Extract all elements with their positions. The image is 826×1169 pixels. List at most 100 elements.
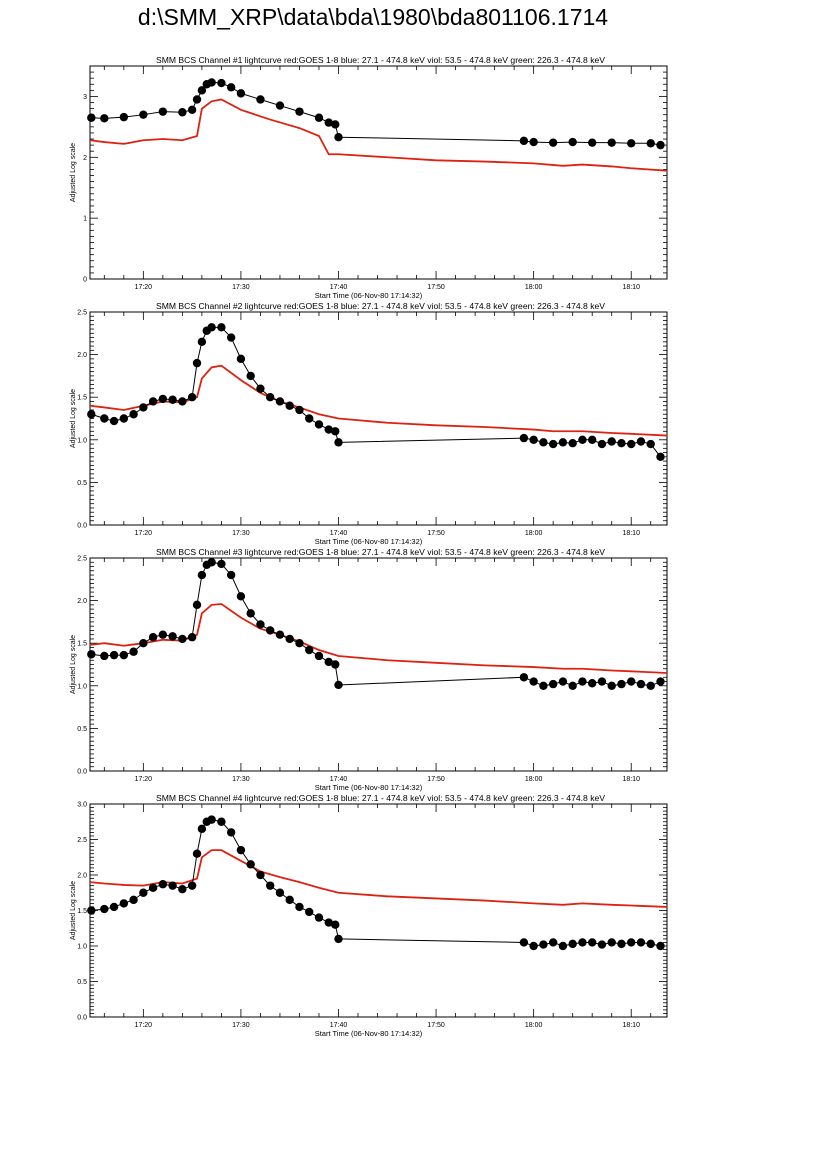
bcs-data-point [617,439,626,448]
bcs-data-point [587,938,597,947]
bcs-data-point [636,938,646,947]
bcs-data-point [656,941,665,951]
bcs-data-point [197,570,207,580]
bcs-data-point [314,113,324,122]
bcs-data-point [558,941,568,951]
x-tick-label: 17:20 [135,530,153,537]
bcs-data-point [617,939,626,949]
bcs-data-point [139,639,148,648]
bcs-data-point [192,849,202,858]
bcs-data-point [636,679,646,689]
bcs-data-point [314,420,324,429]
panel-title: SMM BCS Channel #1 lightcurve red:GOES 1… [156,55,605,65]
y-tick-label: 1.0 [77,683,87,690]
bcs-data-point [646,139,655,148]
bcs-data-point [548,938,558,947]
x-tick-label: 17:30 [232,776,250,783]
bcs-data-point [529,435,538,444]
bcs-data-point [656,140,665,150]
bcs-data-point [656,677,665,686]
bcs-data-point [285,895,294,905]
bcs-data-point [295,639,304,648]
bcs-data-point [587,138,597,147]
y-axis-label: Adjusted Log scale [70,143,77,202]
y-tick-label: 0.0 [77,1015,87,1022]
bcs-data-point [158,630,168,639]
bcs-data-point [627,677,636,686]
bcs-data-point [129,410,138,419]
y-tick-label: 0.5 [77,726,87,733]
plot-frame [89,65,668,280]
x-tick-label: 18:00 [525,530,543,537]
bcs-data-point [285,634,294,644]
y-tick-label: 1.0 [77,944,87,951]
bcs-data-point [197,86,207,95]
bcs-data-point [324,425,333,434]
bcs-data-point [100,114,109,123]
y-tick-label: 1.5 [77,908,87,915]
goes-series-line [89,98,668,172]
y-tick-label: 0.0 [77,769,87,776]
bcs-data-point [246,609,255,618]
bcs-data-point [587,679,597,688]
bcs-data-point [100,904,109,914]
bcs-data-point [207,78,216,87]
bcs-data-point [119,650,129,660]
x-tick-label: 18:10 [622,1022,640,1029]
bcs-data-point [529,137,538,147]
bcs-data-point [607,437,616,446]
bcs-data-point [265,393,275,402]
bcs-data-point [597,940,607,949]
y-tick-label: 1.5 [77,641,87,648]
bcs-data-point [568,137,577,147]
bcs-data-point [207,558,216,567]
bcs-data-point [236,89,246,98]
x-tick-label: 18:00 [525,776,543,783]
plot-frame [89,311,668,526]
x-tick-label: 17:50 [427,776,445,783]
bcs-data-point [192,600,202,610]
y-tick-label: 2.0 [77,352,87,359]
bcs-data-point [519,433,529,443]
bcs-data-point [529,941,538,951]
y-tick-label: 3.0 [77,802,87,809]
bcs-data-point [295,405,304,415]
bcs-data-point [331,120,340,129]
bcs-data-point [627,139,636,148]
bcs-data-point [226,333,236,342]
bcs-data-point [275,397,285,406]
bcs-data-point [158,107,168,116]
bcs-data-point [158,880,168,889]
x-tick-label: 18:10 [622,284,640,291]
x-axis-label: Start Time (06-Nov-80 17:14:32) [315,537,423,546]
bcs-data-point [265,626,275,635]
x-tick-label: 18:00 [525,284,543,291]
bcs-data-point [192,95,202,104]
bcs-data-point [178,397,187,406]
y-tick-label: 2 [83,155,87,162]
bcs-data-point [217,559,226,569]
bcs-data-point [324,918,333,927]
bcs-data-point [109,416,119,426]
bcs-data-point [275,101,285,110]
x-tick-label: 17:50 [427,284,445,291]
bcs-series-line [91,326,661,458]
y-tick-label: 2.0 [77,598,87,605]
bcs-data-point [558,438,568,447]
bcs-data-point [324,657,333,667]
bcs-data-point [217,78,226,88]
x-axis-label: Start Time (06-Nov-80 17:14:32) [315,783,423,792]
bcs-data-point [236,354,246,364]
bcs-data-point [119,899,129,908]
bcs-data-point [597,439,607,449]
bcs-data-point [587,435,597,444]
y-tick-label: 0.5 [77,480,87,487]
bcs-data-point [607,681,616,690]
y-axis-label: Adjusted Log scale [70,881,77,940]
bcs-data-point [334,133,343,142]
bcs-data-point [256,870,265,880]
bcs-data-point [539,438,548,447]
bcs-data-point [519,136,529,146]
bcs-data-point [129,647,138,656]
